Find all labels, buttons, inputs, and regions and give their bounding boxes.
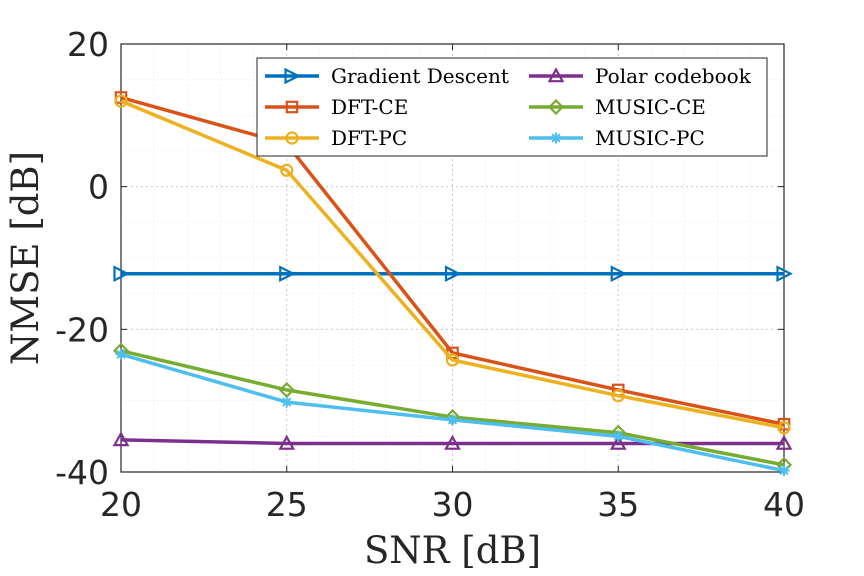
- point-dft-pc: [777, 421, 791, 435]
- legend-label: DFT-CE: [331, 95, 408, 119]
- legend-label: MUSIC-CE: [595, 95, 706, 119]
- legend-entry-dft-ce: DFT-CE: [265, 95, 408, 119]
- series-dft-pc: [114, 94, 791, 435]
- series-gradient-descent: [113, 265, 793, 282]
- line-dft-pc: [120, 99, 785, 430]
- y-tick-label: -40: [55, 453, 109, 492]
- x-tick-label: 20: [100, 485, 142, 524]
- point-dft-pc: [445, 353, 460, 367]
- y-axis-title: NMSE [dB]: [4, 151, 47, 365]
- x-axis-title: SNR [dB]: [364, 529, 541, 572]
- point-polar-codebook: [112, 431, 130, 447]
- legend-marker: [285, 100, 299, 114]
- legend-entry-polar-codebook: Polar codebook: [529, 64, 752, 88]
- point-gradient-descent: [279, 265, 296, 282]
- point-gradient-descent: [776, 265, 793, 282]
- point-music-pc: [281, 396, 293, 408]
- x-tick-label: 25: [266, 485, 308, 524]
- legend-marker: [547, 98, 565, 116]
- legend-entry-music-pc: MUSIC-PC: [529, 126, 705, 150]
- legend-marker: [284, 67, 301, 85]
- legend-label: Polar codebook: [595, 64, 752, 88]
- point-dft-pc: [280, 163, 294, 177]
- y-tick-label: 0: [88, 168, 109, 207]
- point-music-pc: [446, 414, 459, 426]
- legend-entry-gradient-descent: Gradient Descent: [265, 64, 509, 88]
- legend: Gradient Descent Polar codebook DFT-CE MUSI…: [256, 57, 768, 157]
- point-music-pc: [778, 465, 790, 477]
- line-dft-ce: [120, 95, 785, 426]
- legend-marker: [547, 67, 565, 83]
- x-tick-label: 30: [432, 485, 474, 524]
- series-music-pc: [115, 348, 790, 477]
- y-tick-label: 20: [67, 25, 109, 64]
- y-tick-label: -20: [55, 310, 109, 349]
- point-dft-pc: [114, 94, 128, 108]
- x-tick-label: 35: [597, 485, 639, 524]
- point-gradient-descent: [113, 265, 130, 282]
- point-polar-codebook: [444, 434, 461, 450]
- point-polar-codebook: [609, 434, 627, 450]
- point-dft-pc: [611, 389, 625, 403]
- legend-label: MUSIC-PC: [595, 126, 705, 150]
- point-gradient-descent: [610, 265, 628, 282]
- legend-label: DFT-PC: [331, 126, 407, 150]
- legend-label: Gradient Descent: [331, 64, 509, 88]
- legend-box: [256, 57, 768, 157]
- legend-marker: [285, 131, 299, 145]
- x-tick-labels: 20 25 30 35 40: [100, 485, 805, 524]
- point-music-pc: [115, 348, 127, 360]
- point-music-ce: [278, 381, 295, 399]
- point-polar-codebook: [278, 434, 296, 450]
- legend-entry-music-ce: MUSIC-CE: [529, 95, 706, 119]
- point-polar-codebook: [775, 434, 793, 450]
- y-tick-labels: -40 -20 0 20: [55, 25, 109, 492]
- x-tick-label: 40: [763, 485, 805, 524]
- point-music-pc: [612, 430, 624, 442]
- point-gradient-descent: [444, 265, 462, 282]
- legend-marker: [550, 132, 562, 144]
- series: [112, 91, 793, 477]
- legend-entry-dft-pc: DFT-PC: [265, 126, 407, 150]
